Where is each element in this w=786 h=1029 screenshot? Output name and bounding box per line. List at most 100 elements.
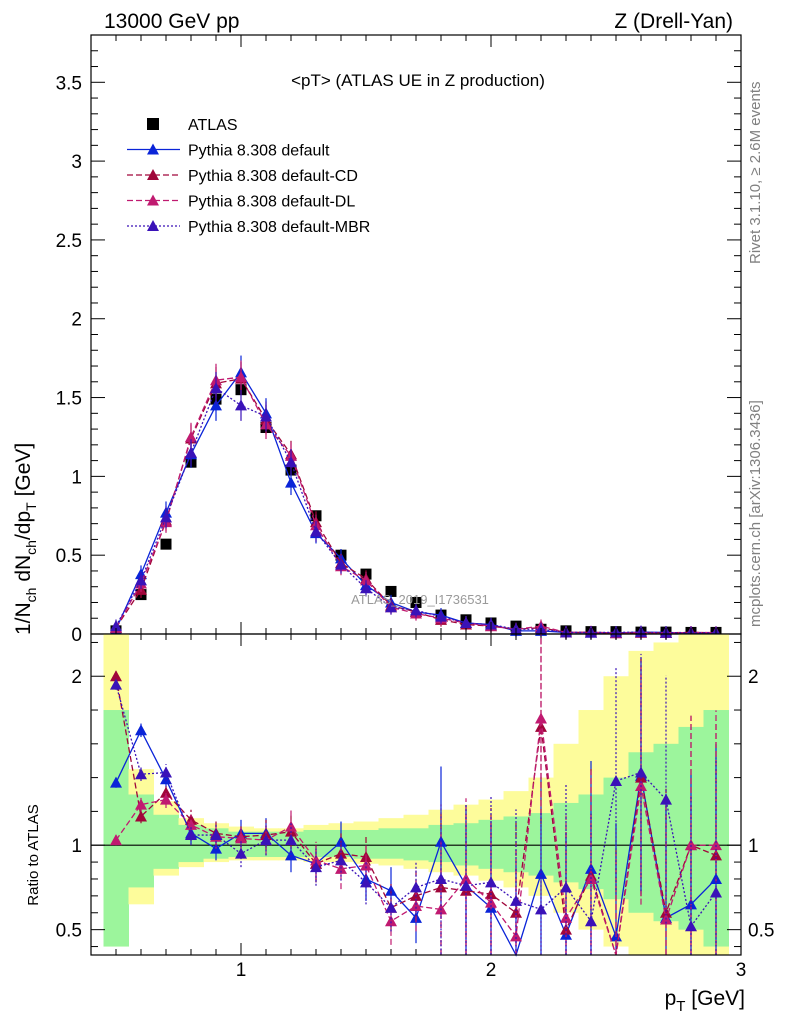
ratio-point-mbr	[585, 915, 597, 927]
ratio-point-default	[135, 724, 147, 736]
point-mbr	[110, 620, 122, 632]
ratio-point-dl	[285, 820, 297, 832]
y-tick-label: 0	[71, 625, 82, 646]
ratio-point-default	[160, 773, 172, 785]
point-default	[210, 399, 222, 411]
main-title: <pT> (ATLAS UE in Z production)	[291, 71, 545, 90]
point-mbr	[335, 558, 347, 570]
legend: ATLAS Pythia 8.308 default Pythia 8.308 de…	[127, 117, 370, 236]
y-axis-label-main: 1/Nch dNch/dpT [GeV]	[12, 443, 39, 635]
y-tick-label: 2	[71, 310, 82, 331]
point-mbr	[235, 399, 247, 411]
ratio-point-dl	[710, 839, 722, 851]
mcplots-label: mcplots.cern.ch [arXiv:1306.3436]	[747, 400, 764, 627]
ratio-point-mbr	[560, 881, 572, 893]
point-default	[285, 476, 297, 488]
ratio-point-dl	[410, 900, 422, 912]
ratio-point-default	[110, 776, 122, 788]
ratio-point-mbr	[360, 876, 372, 888]
ratio-point-mbr	[285, 834, 297, 846]
header-right: Z (Drell-Yan)	[614, 10, 733, 33]
ratio-point-mbr	[610, 774, 622, 786]
ratio-point-cd	[110, 670, 122, 682]
band-green	[103, 710, 129, 947]
ratio-point-mbr	[485, 876, 497, 888]
point-dl	[185, 430, 197, 442]
band-green	[403, 828, 429, 861]
point-mbr	[385, 601, 397, 613]
ratio-point-mbr	[385, 901, 397, 913]
ratio-point-mbr	[510, 894, 522, 906]
legend-label: ATLAS	[188, 117, 238, 134]
point-mbr	[285, 456, 297, 468]
y-axis-label-ratio: Ratio to ATLAS	[25, 804, 42, 905]
ratio-point-mbr	[410, 881, 422, 893]
ratio-point-dl	[685, 839, 697, 851]
band-green	[153, 814, 179, 869]
point-dl	[235, 371, 247, 383]
atlas-point	[160, 538, 172, 550]
ratio-y-tick-label-right: 0.5	[748, 921, 774, 942]
ratio-point-dl	[510, 930, 522, 942]
band-green	[378, 828, 404, 859]
y-tick-label: 3	[71, 152, 82, 173]
point-mbr	[160, 511, 172, 523]
ratio-point-cd	[660, 906, 672, 918]
ratio-point-mbr	[335, 854, 347, 866]
ratio-point-dl	[110, 834, 122, 846]
ratio-point-cd	[510, 906, 522, 918]
y-tick-label: 3.5	[56, 73, 82, 94]
ratio-y-tick-label-right: 2	[748, 667, 759, 688]
ratio-point-cd	[135, 810, 147, 822]
point-dl	[360, 574, 372, 586]
ratio-point-mbr	[185, 829, 197, 841]
rivet-label: Rivet 3.1.10, ≥ 2.6M events	[747, 82, 764, 265]
point-mbr	[435, 610, 447, 622]
point-mbr	[260, 410, 272, 422]
legend-label: Pythia 8.308 default-MBR	[188, 219, 370, 236]
ratio-y-tick-label: 1	[71, 836, 82, 857]
ratio-y-tick-label-right: 1	[748, 836, 759, 857]
ratio-point-mbr	[710, 886, 722, 898]
ratio-point-mbr	[160, 766, 172, 778]
ratio-point-mbr	[535, 903, 547, 915]
ratio-point-mbr	[635, 766, 647, 778]
atlas-point	[410, 596, 422, 608]
x-axis-label: pT [GeV]	[665, 987, 745, 1015]
legend-marker-dl	[147, 194, 159, 206]
ratio-point-dl	[385, 915, 397, 927]
legend-marker-atlas	[147, 118, 159, 130]
ratio-point-cd	[535, 720, 547, 732]
y-tick-label: 1.5	[56, 389, 82, 410]
legend-marker-mbr	[147, 220, 159, 231]
ratio-point-mbr	[310, 861, 322, 873]
ratio-y-tick-label: 0.5	[56, 921, 82, 942]
ratio-point-default	[285, 849, 297, 861]
ratio-point-mbr	[260, 834, 272, 846]
ratio-frame	[90, 633, 742, 956]
point-mbr	[410, 604, 422, 616]
ratio-y-tick-label: 2	[71, 667, 82, 688]
ratio-point-mbr	[460, 879, 472, 891]
ratio-point-mbr	[235, 847, 247, 859]
point-mbr	[460, 616, 472, 628]
ratio-point-mbr	[685, 920, 697, 932]
watermark: ATLAS_2019_I1736531	[351, 592, 489, 607]
ratio-point-mbr	[110, 678, 122, 690]
legend-label: Pythia 8.308 default	[188, 143, 330, 160]
ratio-point-default	[685, 898, 697, 910]
ratio-point-dl	[235, 832, 247, 844]
y-tick-label: 2.5	[56, 231, 82, 252]
x-tick-label: 3	[736, 960, 747, 981]
ratio-point-mbr	[135, 768, 147, 780]
ratio-series-mbr	[110, 653, 722, 955]
point-mbr	[185, 446, 197, 458]
point-mbr	[360, 582, 372, 594]
ratio-point-cd	[160, 786, 172, 798]
legend-label: Pythia 8.308 default-DL	[188, 194, 355, 211]
legend-label: Pythia 8.308 default-CD	[188, 168, 358, 185]
legend-marker-cd	[147, 169, 159, 180]
header-left: 13000 GeV pp	[104, 10, 239, 33]
